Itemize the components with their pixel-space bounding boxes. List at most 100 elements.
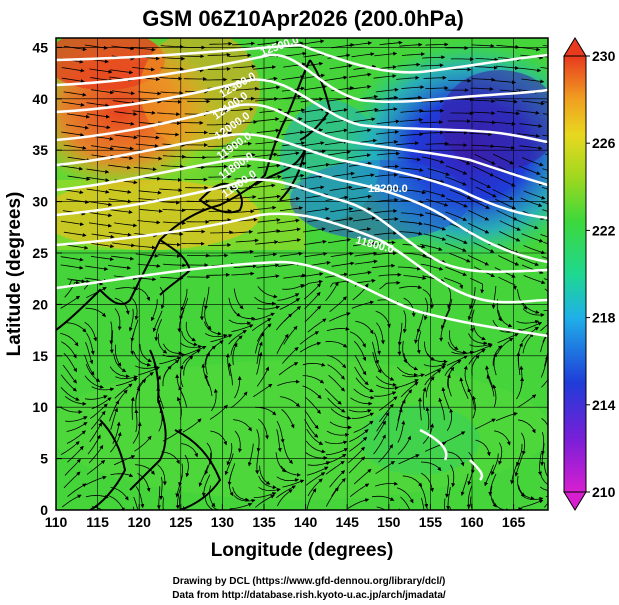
streamline [208,174,232,179]
streamline [89,222,113,228]
streamline [91,145,115,151]
streamline [540,473,548,486]
streamline [422,55,446,60]
streamline [279,251,303,257]
streamline [397,157,421,162]
streamline [492,121,516,126]
streamline [521,432,526,456]
x-axis-ticks: 110 115 120 125 130 135 140 145 150 155 160 165 [45,504,525,530]
streamline [156,486,161,510]
streamline [403,297,416,318]
streamline [210,430,228,446]
streamline [329,312,351,322]
streamline [355,107,379,113]
streamline [65,416,88,422]
streamline [162,208,186,213]
streamline [229,502,253,510]
streamline [376,151,401,156]
streamline [85,475,107,486]
streamline [115,375,138,380]
streamline [355,320,374,335]
streamline [210,334,233,343]
streamline [427,353,448,364]
streamline [470,86,494,91]
streamline [256,263,280,268]
streamline [207,143,231,148]
streamline [496,337,514,355]
streamline [426,199,449,207]
streamline [490,485,497,508]
streamline [466,485,473,509]
streamline [110,145,134,151]
streamline [207,52,231,57]
streamline [472,99,496,104]
streamline [399,221,423,226]
streamline [115,286,139,291]
streamline [400,132,424,137]
streamline [475,57,499,62]
streamline [304,419,319,438]
streamline [179,342,203,349]
streamline [420,130,444,135]
streamline [375,139,399,145]
streamline [227,362,233,386]
streamline [135,486,145,509]
streamline [228,141,252,146]
streamline [330,279,352,288]
streamline [257,229,281,234]
streamline [516,377,525,400]
streamline [160,44,184,49]
streamline [347,153,371,159]
streamline [353,241,377,247]
x-tick-label: 140 [294,514,318,530]
streamline [376,322,385,345]
streamline [325,453,347,465]
streamline [348,227,372,233]
streamline [306,466,329,476]
streamline [441,386,450,410]
streamline [348,72,372,78]
streamline [256,128,280,133]
streamline [157,242,181,247]
streamline [330,251,354,257]
streamline [84,354,95,376]
streamline [205,333,228,338]
streamline [449,252,471,263]
streamline [60,165,84,171]
streamline [348,207,372,213]
contour-label: 12200.0 [368,183,408,195]
streamline [208,218,232,223]
streamline [444,431,466,443]
streamline [307,260,331,267]
streamline [114,111,138,117]
streamline [112,100,136,106]
streamline [111,120,135,126]
streamline [182,418,202,433]
streamline [521,78,545,84]
colorbar-tick-label: 210 [592,484,616,500]
colorbar-tick-label: 230 [592,48,616,64]
streamline [416,331,422,355]
streamline [114,134,138,140]
streamline [306,428,324,445]
streamline [468,198,490,209]
streamline [494,176,516,187]
streamline [162,343,183,356]
streamline [459,377,469,400]
streamline [423,190,446,198]
streamline [282,346,299,364]
streamline [348,456,366,474]
credit-drawing: Drawing by DCL (https://www.gfd-dennou.o… [173,576,446,587]
streamline [470,177,492,189]
streamline [228,164,252,168]
streamline [276,476,300,483]
y-tick-label: 20 [32,296,48,312]
streamline [233,195,257,199]
streamline [473,322,486,341]
streamline [327,96,351,102]
streamline [307,318,327,333]
streamline [518,67,542,73]
streamline [61,220,85,227]
map-plot-area: 12200.0 11800.0 11900.0 11800.0 11900.0 … [56,38,548,510]
streamline [60,264,84,270]
